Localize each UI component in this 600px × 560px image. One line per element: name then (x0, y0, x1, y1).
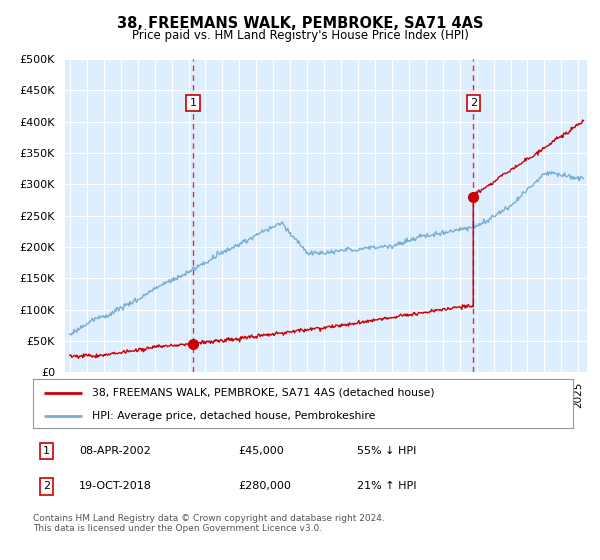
Text: 1: 1 (190, 97, 197, 108)
Text: 19-OCT-2018: 19-OCT-2018 (79, 482, 152, 492)
Text: £45,000: £45,000 (238, 446, 284, 456)
Text: 21% ↑ HPI: 21% ↑ HPI (357, 482, 416, 492)
Text: 2: 2 (43, 482, 50, 492)
Text: 1: 1 (43, 446, 50, 456)
Text: 38, FREEMANS WALK, PEMBROKE, SA71 4AS (detached house): 38, FREEMANS WALK, PEMBROKE, SA71 4AS (d… (92, 388, 435, 398)
Text: 55% ↓ HPI: 55% ↓ HPI (357, 446, 416, 456)
Text: 38, FREEMANS WALK, PEMBROKE, SA71 4AS: 38, FREEMANS WALK, PEMBROKE, SA71 4AS (117, 16, 483, 31)
Text: Price paid vs. HM Land Registry's House Price Index (HPI): Price paid vs. HM Land Registry's House … (131, 29, 469, 41)
Text: 08-APR-2002: 08-APR-2002 (79, 446, 151, 456)
Text: 2: 2 (470, 97, 477, 108)
Text: £280,000: £280,000 (238, 482, 291, 492)
Text: HPI: Average price, detached house, Pembrokeshire: HPI: Average price, detached house, Pemb… (92, 411, 376, 421)
Text: Contains HM Land Registry data © Crown copyright and database right 2024.
This d: Contains HM Land Registry data © Crown c… (33, 514, 385, 534)
